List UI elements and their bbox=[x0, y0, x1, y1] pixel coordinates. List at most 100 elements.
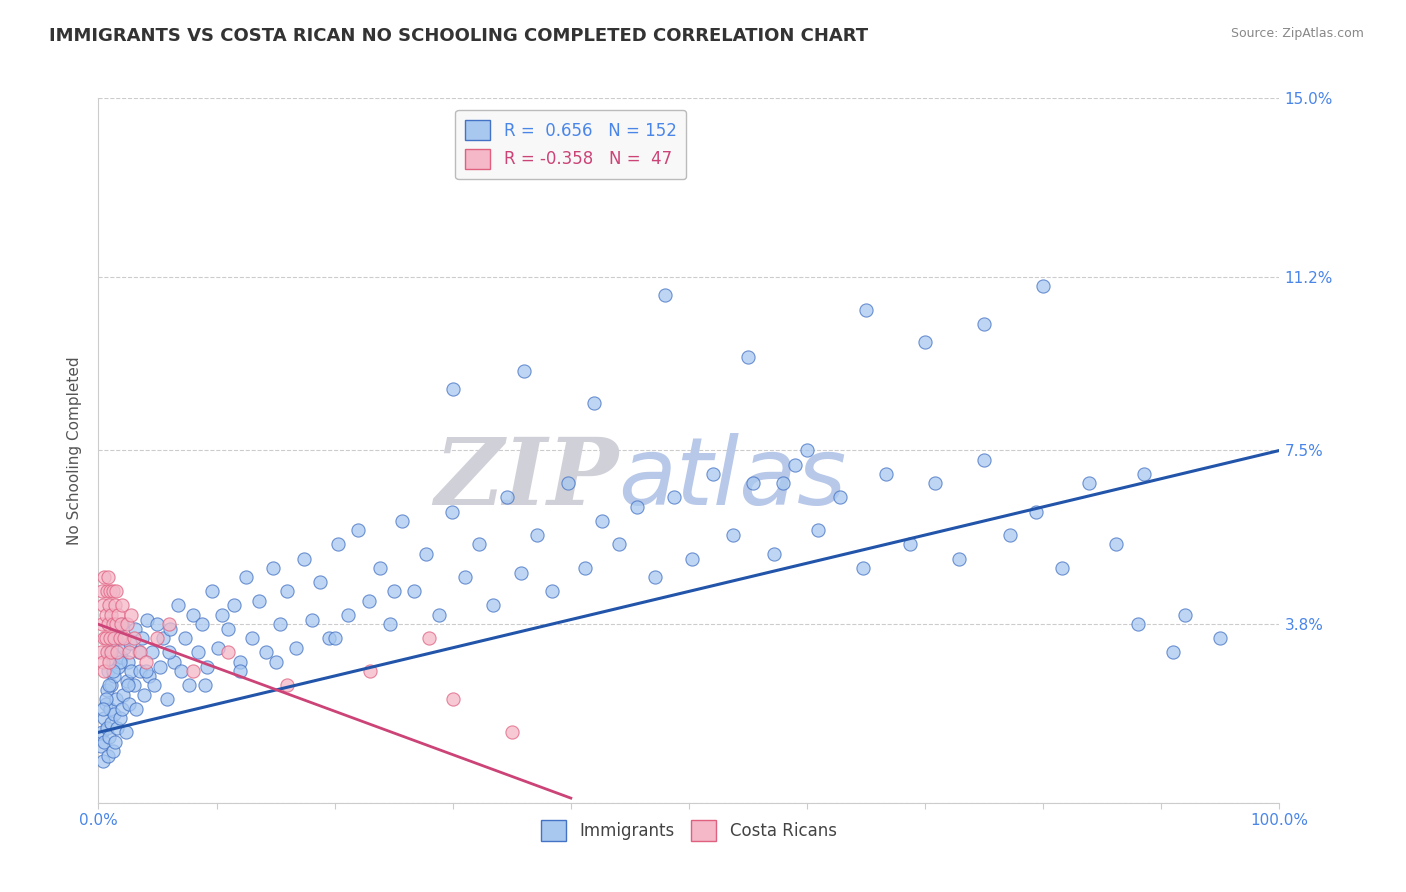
Point bbox=[98, 632, 121, 646]
Point bbox=[105, 632, 128, 646]
Point bbox=[391, 514, 413, 528]
Point bbox=[91, 655, 114, 669]
Point bbox=[146, 632, 169, 646]
Point bbox=[427, 607, 450, 622]
Point bbox=[229, 655, 252, 669]
Point bbox=[1050, 561, 1073, 575]
Point bbox=[512, 363, 534, 377]
Point bbox=[191, 617, 214, 632]
Point bbox=[323, 632, 346, 646]
Point bbox=[762, 547, 785, 561]
Point bbox=[583, 396, 606, 410]
Point bbox=[97, 665, 120, 679]
Point bbox=[1025, 504, 1047, 518]
Point bbox=[217, 622, 239, 636]
Point bbox=[114, 725, 136, 739]
Point bbox=[131, 632, 153, 646]
Point bbox=[211, 607, 233, 622]
Point bbox=[100, 678, 122, 692]
Point bbox=[166, 599, 188, 613]
Point bbox=[378, 617, 401, 632]
Point bbox=[187, 645, 209, 659]
Point bbox=[662, 491, 685, 505]
Point bbox=[382, 584, 405, 599]
Point bbox=[135, 665, 157, 679]
Point bbox=[510, 566, 533, 580]
Point bbox=[97, 570, 120, 584]
Legend: Immigrants, Costa Ricans: Immigrants, Costa Ricans bbox=[534, 814, 844, 847]
Point bbox=[654, 288, 676, 302]
Point bbox=[357, 594, 380, 608]
Point bbox=[1032, 279, 1054, 293]
Point bbox=[1078, 476, 1101, 491]
Point bbox=[441, 383, 464, 397]
Point bbox=[112, 640, 135, 655]
Point bbox=[101, 655, 124, 669]
Point bbox=[91, 617, 114, 632]
Point bbox=[93, 665, 115, 679]
Point bbox=[453, 570, 475, 584]
Point bbox=[98, 678, 121, 692]
Point bbox=[973, 453, 995, 467]
Point bbox=[103, 632, 125, 646]
Point bbox=[1132, 467, 1154, 481]
Point bbox=[108, 711, 131, 725]
Point bbox=[103, 706, 125, 721]
Point bbox=[100, 607, 122, 622]
Point bbox=[105, 584, 128, 599]
Point bbox=[973, 317, 995, 331]
Point bbox=[318, 632, 340, 646]
Point bbox=[721, 528, 744, 542]
Point bbox=[94, 632, 117, 646]
Point bbox=[309, 574, 332, 589]
Point bbox=[141, 645, 163, 659]
Point bbox=[105, 645, 128, 659]
Point bbox=[264, 655, 287, 669]
Point bbox=[128, 665, 150, 679]
Point bbox=[121, 665, 143, 679]
Point bbox=[93, 570, 115, 584]
Point bbox=[98, 645, 121, 659]
Point bbox=[121, 607, 143, 622]
Point bbox=[94, 692, 117, 706]
Point bbox=[120, 636, 142, 650]
Point bbox=[96, 683, 118, 698]
Point bbox=[173, 632, 195, 646]
Y-axis label: No Schooling Completed: No Schooling Completed bbox=[67, 356, 83, 545]
Point bbox=[124, 622, 146, 636]
Point bbox=[194, 678, 217, 692]
Point bbox=[796, 443, 818, 458]
Point bbox=[157, 645, 180, 659]
Point bbox=[100, 645, 122, 659]
Point bbox=[156, 692, 179, 706]
Point bbox=[557, 476, 579, 491]
Point bbox=[898, 537, 921, 551]
Point bbox=[104, 599, 127, 613]
Point bbox=[100, 715, 122, 730]
Point bbox=[111, 702, 134, 716]
Point bbox=[94, 607, 117, 622]
Point bbox=[807, 524, 830, 538]
Point bbox=[101, 744, 124, 758]
Point bbox=[103, 669, 125, 683]
Point bbox=[110, 650, 132, 665]
Point bbox=[118, 645, 141, 659]
Point bbox=[146, 617, 169, 632]
Point bbox=[152, 632, 174, 646]
Point bbox=[128, 645, 150, 659]
Point bbox=[415, 547, 437, 561]
Point bbox=[1209, 632, 1232, 646]
Point bbox=[948, 551, 970, 566]
Point bbox=[125, 702, 148, 716]
Point bbox=[181, 665, 204, 679]
Point bbox=[135, 655, 157, 669]
Point bbox=[98, 730, 121, 744]
Point bbox=[98, 584, 121, 599]
Point bbox=[149, 659, 172, 673]
Point bbox=[201, 584, 224, 599]
Text: IMMIGRANTS VS COSTA RICAN NO SCHOOLING COMPLETED CORRELATION CHART: IMMIGRANTS VS COSTA RICAN NO SCHOOLING C… bbox=[49, 27, 869, 45]
Text: atlas: atlas bbox=[619, 434, 846, 524]
Point bbox=[229, 665, 252, 679]
Point bbox=[101, 617, 124, 632]
Point bbox=[115, 673, 138, 688]
